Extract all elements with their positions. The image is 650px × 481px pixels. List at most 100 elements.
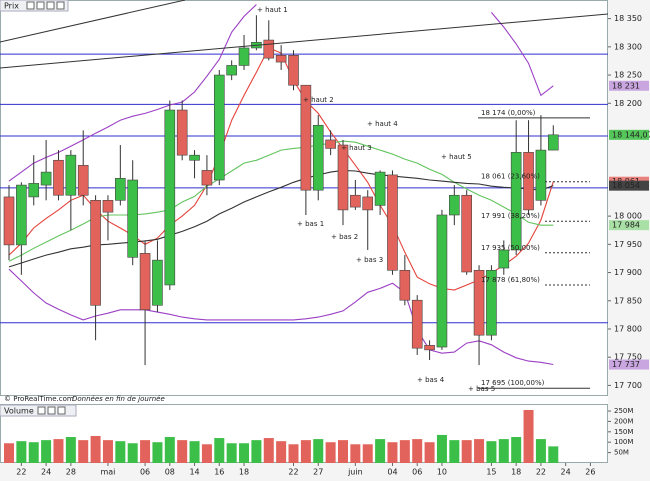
annotation: + haut 5 [441, 153, 472, 161]
candle-body [28, 183, 40, 198]
x-tick-label: 08 [165, 468, 175, 477]
candle-body [436, 214, 448, 348]
candle-body [263, 39, 275, 59]
price-tag [609, 359, 649, 370]
icon[interactable] [57, 406, 66, 415]
volume-bar [28, 442, 39, 463]
x-tick-label: 18 [239, 468, 249, 477]
x-tick-label: 22 [288, 468, 298, 477]
x-tick-label: 18 [511, 468, 521, 477]
icon[interactable] [37, 406, 46, 415]
date-band [0, 463, 608, 481]
candle-body [424, 345, 435, 351]
price-tag-label: 18 054 [612, 181, 640, 190]
price-tag [609, 220, 649, 231]
x-tick-label: 24 [41, 468, 51, 477]
volume-bar [486, 441, 497, 463]
candle-body [53, 159, 64, 196]
volume-bar [201, 444, 212, 463]
candle-body [139, 253, 151, 311]
annotation: + bas 2 [331, 233, 358, 241]
candle-body [152, 259, 163, 306]
x-tick-label: 10 [437, 468, 447, 477]
volume-bar [263, 438, 274, 463]
x-tick-label: 28 [66, 468, 76, 477]
y-tick-label: 17 750 [614, 353, 642, 362]
annotation: + bas 1 [297, 220, 324, 228]
icon[interactable] [56, 1, 65, 10]
volume-bar [4, 443, 14, 463]
y-tick-label: 18 250 [614, 71, 642, 80]
y-tick-label: 250M [614, 407, 633, 415]
candle-body [115, 178, 126, 201]
x-tick-label: 26 [585, 468, 595, 477]
y-tick-label: 17 800 [614, 324, 642, 333]
candle-body [275, 54, 287, 63]
candle-body [411, 299, 423, 349]
x-tick-label: 15 [486, 468, 496, 477]
candle-body [201, 170, 213, 186]
fibonacci-label: 17 695 (100,00%) [481, 379, 545, 387]
x-tick-label: 16 [214, 468, 224, 477]
volume-bar [313, 439, 324, 463]
volume-bar [276, 441, 287, 463]
candle-body [461, 194, 472, 273]
volume-bar [288, 444, 299, 463]
candle-body [486, 269, 497, 336]
volume-bar [449, 440, 460, 463]
candle-body [176, 109, 188, 156]
fibonacci-label: 18 061 (23,60%) [481, 173, 540, 181]
icon[interactable] [26, 1, 35, 10]
volume-bar [535, 439, 546, 463]
volume-bar [325, 442, 336, 463]
volume-bar [548, 446, 559, 463]
x-tick-label: 24 [561, 468, 571, 477]
volume-bar [16, 441, 27, 463]
price-tag-label: 18 231 [612, 81, 640, 90]
source: © ProRealTime.com [4, 395, 74, 403]
volume-bar [239, 443, 250, 463]
indicator-line [8, 4, 554, 182]
candle-body [312, 124, 324, 191]
volume-bar [90, 435, 101, 463]
annotation: + haut 3 [341, 144, 372, 152]
candle-body [473, 269, 485, 336]
y-tick-label: 17 700 [614, 381, 642, 390]
candle-body [535, 149, 547, 201]
y-tick-label: 18 350 [614, 14, 642, 23]
volume-bar [424, 442, 435, 463]
icon[interactable] [46, 1, 55, 10]
candle-body [40, 171, 52, 186]
icon[interactable] [36, 1, 45, 10]
trend-line [0, 13, 609, 69]
candle-body [77, 165, 89, 196]
volume-bar [65, 437, 76, 463]
price-tag-label: 18 144,07 [612, 130, 650, 139]
volume-bar [436, 434, 447, 463]
volume-bar [498, 439, 509, 463]
x-tick-label: juin [347, 468, 363, 477]
volume-bar [152, 442, 163, 463]
annotation: + haut 2 [303, 96, 334, 104]
note: Données en fin de journée [72, 395, 165, 403]
volume-bar [177, 440, 188, 463]
volume-bar [53, 439, 64, 463]
volume-bar [461, 440, 472, 463]
candle-body [226, 65, 237, 76]
y-tick-label: 17 950 [614, 240, 642, 249]
candle-body [387, 174, 398, 271]
candle-body [547, 134, 559, 151]
candle-body [16, 184, 27, 246]
annotation: + bas 3 [356, 256, 383, 264]
y-tick-label: 18 000 [614, 212, 642, 221]
icon[interactable] [47, 406, 56, 415]
volume-bar [214, 438, 225, 463]
candle-body [164, 109, 176, 286]
volume-bar [399, 440, 410, 463]
volume-title: Volume [4, 407, 34, 416]
candle-body [102, 200, 114, 213]
price-tag-label: 17 984 [612, 221, 640, 230]
volume-bar [375, 439, 386, 463]
